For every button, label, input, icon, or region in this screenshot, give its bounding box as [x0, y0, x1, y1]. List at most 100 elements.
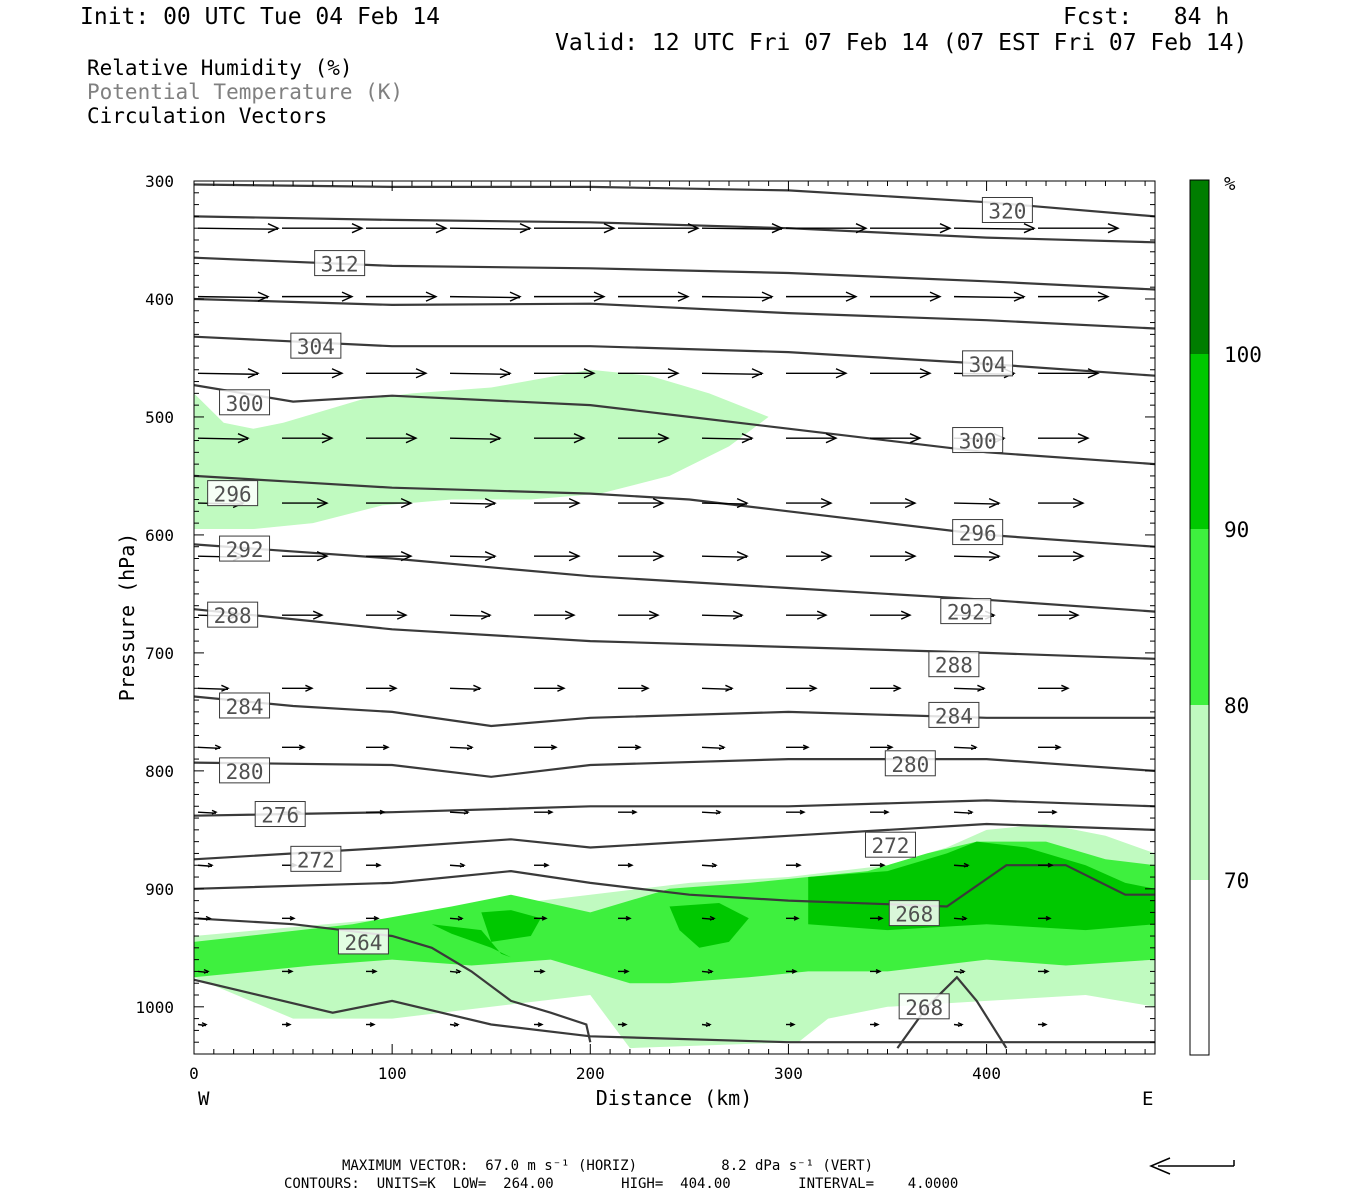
- field-theta: Potential Temperature (K): [87, 80, 404, 104]
- svg-text:300: 300: [226, 392, 264, 416]
- circulation-vector: [197, 862, 214, 868]
- circulation-vector: [366, 809, 386, 815]
- circulation-vector: [449, 610, 492, 620]
- svg-text:268: 268: [905, 996, 943, 1020]
- circulation-vector: [449, 968, 462, 974]
- theta-contour-308: [194, 297, 1155, 330]
- circulation-vector: [282, 610, 324, 620]
- contour-label: 300: [219, 389, 271, 416]
- circulation-vector: [449, 551, 497, 562]
- circulation-vector: [618, 809, 638, 815]
- theta-contour-288: [194, 608, 1155, 660]
- circulation-vector: [449, 368, 512, 379]
- contour-label: 304: [290, 332, 342, 359]
- y-tick-label: 800: [145, 762, 174, 781]
- end-label-east: E: [1142, 1088, 1153, 1110]
- circulation-vector: [197, 223, 280, 234]
- svg-text:300: 300: [959, 430, 997, 454]
- theta-contour-268: [896, 975, 1008, 1049]
- circulation-vector: [534, 968, 546, 974]
- colorbar-level-label: 80: [1224, 694, 1249, 718]
- circulation-vector: [786, 223, 868, 234]
- svg-text:284: 284: [935, 704, 973, 728]
- circulation-vector: [870, 368, 932, 379]
- rh-area-90: [431, 924, 511, 958]
- circulation-vector: [534, 551, 581, 562]
- circulation-vector: [701, 1022, 712, 1027]
- circulation-vector: [870, 433, 922, 444]
- circulation-vector: [449, 433, 502, 444]
- colorbar-level-label: 90: [1224, 518, 1249, 542]
- circulation-vector: [1038, 968, 1050, 974]
- svg-text:272: 272: [872, 834, 910, 858]
- circulation-vector: [701, 968, 714, 974]
- circulation-vector: [618, 968, 630, 974]
- circulation-vector: [870, 223, 952, 234]
- circulation-vector: [366, 1022, 376, 1027]
- circulation-vector: [197, 1022, 208, 1027]
- rh-shading-layer: [194, 369, 1155, 1049]
- theta-contour-272: [194, 822, 1155, 861]
- circulation-vector: [197, 915, 212, 921]
- svg-text:268: 268: [895, 903, 933, 927]
- circulation-vector: [534, 862, 550, 868]
- circulation-vector: [786, 291, 858, 302]
- svg-text:304: 304: [297, 335, 335, 359]
- contour-label: 300: [952, 427, 1004, 454]
- circulation-vector: [786, 433, 838, 444]
- circulation-vector: [1038, 223, 1120, 234]
- colorbar-segment: [1190, 354, 1209, 529]
- circulation-vector: [282, 744, 306, 751]
- contour-label: 288: [207, 601, 259, 628]
- contour-label: 296: [952, 519, 1004, 546]
- circulation-vector: [953, 291, 1026, 302]
- circulation-vector: [870, 744, 894, 751]
- field-rh: Relative Humidity (%): [87, 56, 353, 80]
- colorbar-segment: [1190, 180, 1209, 354]
- circulation-vector: [282, 968, 294, 974]
- circulation-vector: [1038, 1022, 1048, 1027]
- circulation-vector: [618, 862, 634, 868]
- contour-label: 264: [337, 928, 389, 955]
- circulation-vector: [1038, 744, 1062, 751]
- circulation-vector: [534, 291, 606, 302]
- circulation-vector: [534, 368, 596, 379]
- x-tick-label: 300: [774, 1064, 803, 1083]
- svg-text:264: 264: [344, 931, 382, 955]
- contour-note: CONTOURS: UNITS=K LOW= 264.00 HIGH= 404.…: [284, 1176, 959, 1192]
- circulation-vector: [618, 223, 700, 234]
- axis-layer: 300 400 500 600 700 800 900 1000 0 100 200 300 400: [135, 172, 1155, 1083]
- y-tick-label: 300: [145, 172, 174, 191]
- circulation-vector: [618, 610, 660, 620]
- svg-text:296: 296: [959, 522, 997, 546]
- circulation-vector: [366, 433, 418, 444]
- circulation-vector: [701, 368, 764, 379]
- circulation-vector: [1038, 551, 1085, 562]
- circulation-vector: [282, 684, 314, 692]
- circulation-vector: [870, 684, 902, 692]
- circulation-vector: [870, 610, 912, 620]
- theta-contour-268: [194, 864, 1155, 908]
- circulation-vector: [1038, 809, 1058, 815]
- circulation-vector: [534, 744, 558, 751]
- circulation-vector: [197, 368, 260, 379]
- circulation-vector: [701, 915, 716, 921]
- y-tick-label: 1000: [135, 998, 174, 1017]
- circulation-vector: [282, 497, 329, 509]
- circulation-vector: [534, 809, 554, 815]
- circulation-vector: [197, 744, 222, 751]
- colorbar-segment: [1190, 529, 1209, 705]
- circulation-vector: [870, 809, 890, 815]
- circulation-vector: [701, 497, 749, 509]
- circulation-vector: [786, 809, 806, 815]
- y-axis-label: Pressure (hPa): [115, 533, 139, 702]
- circulation-vector: [197, 433, 250, 444]
- circulation-vector: [366, 744, 390, 751]
- y-tick-label: 900: [145, 880, 174, 899]
- y-tick-label: 600: [145, 526, 174, 545]
- contour-label: 276: [254, 801, 306, 828]
- circulation-vector: [701, 862, 718, 868]
- contour-label: 280: [884, 750, 936, 777]
- circulation-vector: [534, 610, 576, 620]
- y-tick-label: 400: [145, 290, 174, 309]
